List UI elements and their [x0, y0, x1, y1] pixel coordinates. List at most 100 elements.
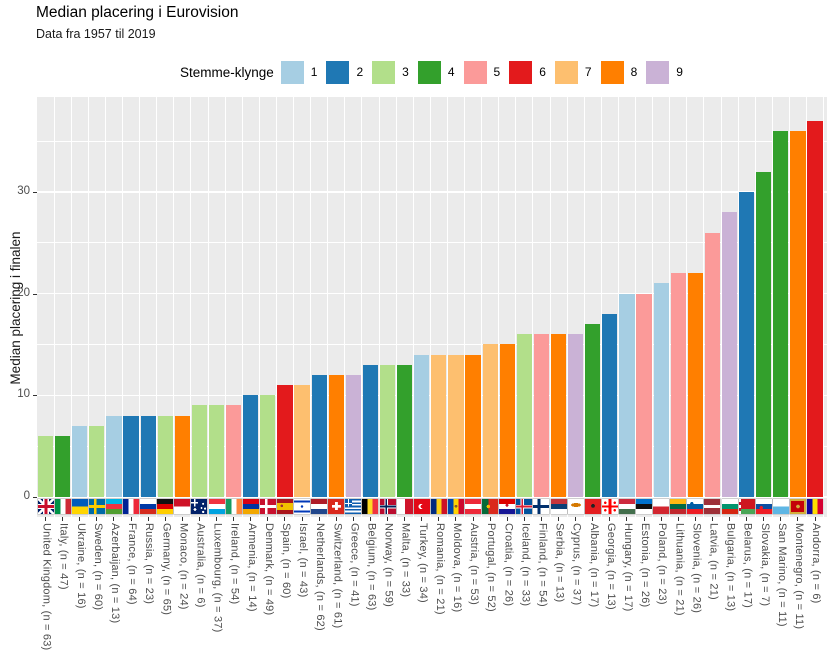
x-tick-mark — [216, 517, 218, 521]
gridline-vertical — [258, 97, 260, 517]
x-axis-label-belgium: Belgium, (n = 63) — [365, 523, 378, 611]
x-axis-label-israel: Israel, (n = 43) — [297, 523, 310, 598]
iceland-flag-icon — [516, 499, 533, 514]
gridline-vertical — [173, 97, 175, 517]
bar-finland — [533, 334, 550, 497]
bar-ukraine — [72, 425, 88, 497]
y-tick-mark — [33, 293, 37, 295]
germany-flag-icon — [157, 499, 174, 514]
x-tick-mark — [318, 517, 320, 521]
bar-denmark — [260, 395, 276, 497]
x-tick-mark — [164, 517, 166, 521]
bar-slovakia — [756, 171, 772, 497]
gridline-vertical — [412, 97, 414, 517]
switzerland-flag-icon — [328, 499, 345, 514]
bar-italy — [55, 435, 71, 497]
x-axis-label-iceland: Iceland, (n = 33) — [519, 523, 532, 607]
bar-sweden — [89, 425, 105, 497]
x-tick-mark — [609, 517, 611, 521]
bar-luxembourg — [208, 405, 225, 497]
gridline-vertical — [378, 97, 380, 517]
legend-item-label: 2 — [356, 65, 364, 79]
x-axis-label-portugal: Portugal, (n = 52) — [485, 523, 498, 612]
x-axis-label-germany: Germany, (n = 65) — [160, 523, 173, 616]
gridline-vertical — [275, 97, 277, 517]
bar-hungary — [619, 293, 635, 497]
x-tick-mark — [387, 517, 389, 521]
x-tick-mark — [575, 517, 577, 521]
albania-flag-icon — [584, 499, 601, 514]
romania-flag-icon — [430, 499, 447, 514]
legend-swatch-icon — [554, 60, 578, 84]
bar-montenegro — [790, 130, 806, 497]
x-tick-mark — [404, 517, 406, 521]
legend-item-label: 5 — [493, 65, 501, 79]
x-axis-label-greece: Greece, (n = 41) — [348, 523, 361, 607]
gridline-vertical — [190, 97, 192, 517]
united-kingdom-flag-icon — [37, 499, 54, 514]
estonia-flag-icon — [636, 499, 653, 514]
x-axis-label-malta: Malta, (n = 33) — [399, 523, 412, 598]
x-axis-label-albania: Albania, (n = 17) — [587, 523, 600, 608]
gridline-vertical — [806, 97, 807, 517]
x-axis-label-switzerland: Switzerland, (n = 61) — [331, 523, 344, 629]
gridline-vertical — [395, 97, 397, 517]
x-axis-label-azerbaijan: Azerbaijan, (n = 13) — [108, 523, 121, 624]
gridline-vertical — [53, 97, 55, 517]
bar-ireland — [226, 405, 242, 497]
serbia-flag-icon — [550, 499, 567, 514]
belgium-flag-icon — [362, 499, 379, 514]
russia-flag-icon — [140, 499, 157, 514]
gridline-vertical — [429, 97, 431, 517]
plot-title: Median placering i Eurovision — [36, 4, 239, 21]
bar-norway — [379, 364, 396, 497]
x-tick-mark — [626, 517, 628, 521]
latvia-flag-icon — [704, 499, 721, 514]
moldova-flag-icon — [447, 499, 464, 514]
bar-russia — [140, 415, 156, 497]
gridline-vertical — [122, 97, 123, 517]
finland-flag-icon — [533, 499, 550, 514]
hungary-flag-icon — [618, 499, 635, 514]
gridline-vertical — [669, 97, 671, 517]
x-axis-label-moldova: Moldova, (n = 16) — [450, 523, 463, 613]
legend-swatch-icon — [463, 60, 487, 84]
gridline-vertical — [788, 97, 790, 517]
x-tick-mark — [558, 517, 560, 521]
italy-flag-icon — [54, 499, 71, 514]
bar-turkey — [414, 354, 430, 497]
gridline-vertical — [771, 97, 773, 517]
x-axis-label-serbia: Serbia, (n = 13) — [553, 523, 566, 603]
gridline-vertical — [754, 97, 756, 517]
bar-slovenia — [687, 273, 703, 497]
turkey-flag-icon — [413, 499, 430, 514]
gridline-major — [37, 496, 827, 498]
x-axis-label-sweden: Sweden, (n = 60) — [91, 523, 104, 611]
bar-malta — [397, 364, 413, 497]
x-tick-mark — [113, 517, 115, 521]
bar-israel — [294, 385, 310, 497]
bar-latvia — [704, 232, 721, 497]
plot-panel — [37, 97, 827, 517]
bar-austria — [465, 354, 481, 497]
bar-lithuania — [670, 273, 686, 497]
x-axis-label-spain: Spain, (n = 60) — [279, 523, 292, 599]
gridline-vertical — [532, 97, 534, 517]
x-tick-mark — [523, 517, 525, 521]
bar-estonia — [636, 293, 652, 497]
austria-flag-icon — [465, 499, 482, 514]
x-axis-label-poland: Poland, (n = 23) — [656, 523, 669, 605]
x-axis-label-hungary: Hungary, (n = 17) — [621, 523, 634, 612]
x-axis-label-slovenia: Slovenia, (n = 26) — [690, 523, 703, 614]
gridline-vertical — [156, 97, 158, 517]
x-tick-mark — [455, 517, 457, 521]
denmark-flag-icon — [259, 499, 276, 514]
legend-items: 1 2 3 4 5 6 7 8 9 — [280, 60, 692, 84]
x-axis-label-montenegro: Montenegro, (n = 11) — [792, 523, 805, 630]
legend-swatch-icon — [417, 60, 441, 84]
gridline-vertical — [635, 97, 636, 517]
gridline-vertical — [566, 97, 568, 517]
y-tick-mark — [33, 497, 37, 498]
x-tick-mark — [284, 517, 286, 521]
x-tick-mark — [814, 517, 816, 521]
